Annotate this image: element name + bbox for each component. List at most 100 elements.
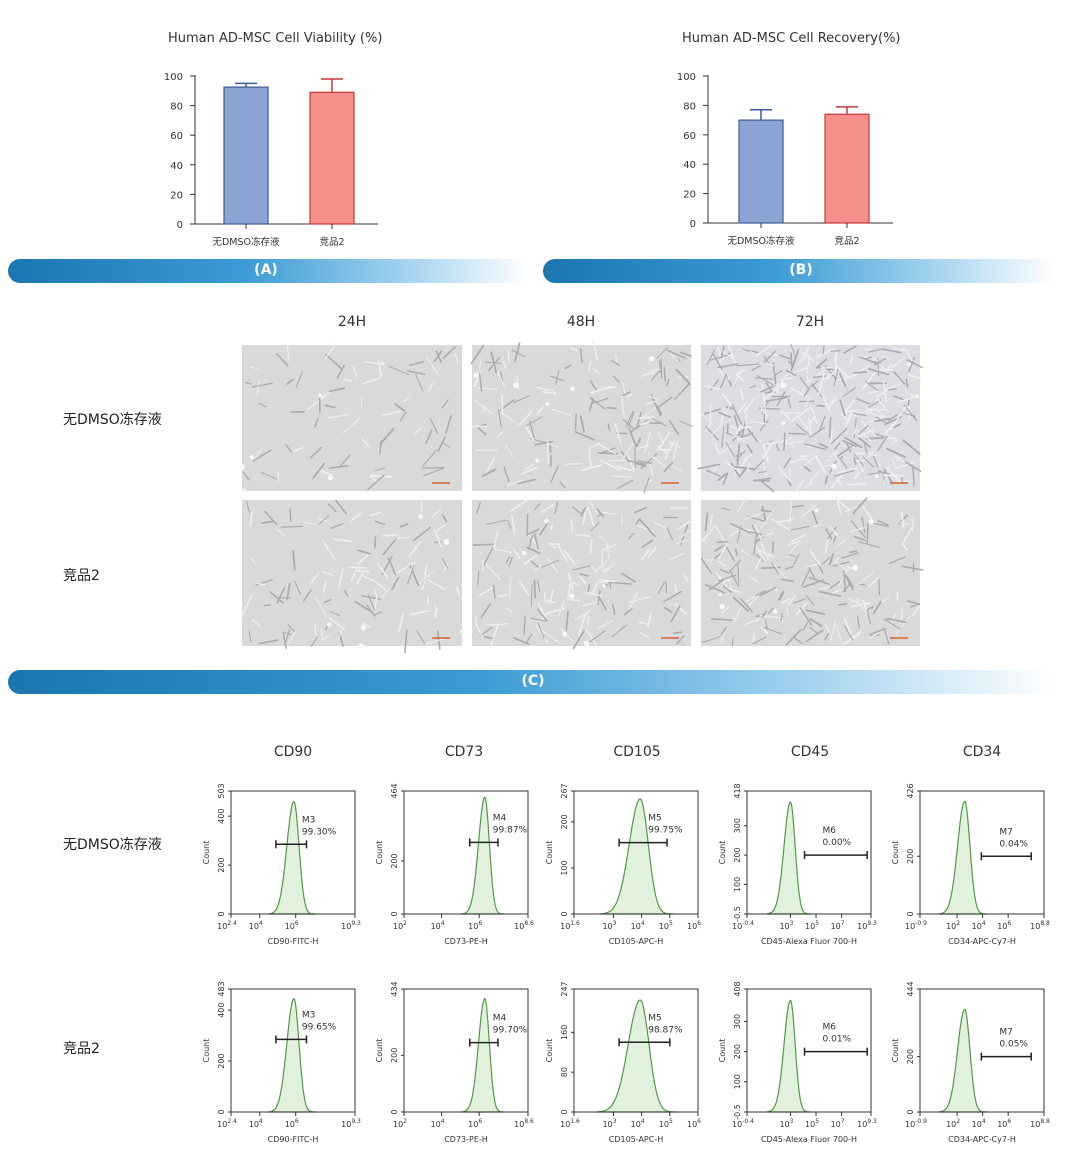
micrograph-无DMSO冻存液-72H [697, 343, 923, 493]
cell [725, 406, 734, 410]
cell [361, 438, 370, 448]
cell [549, 523, 554, 531]
cell [574, 610, 591, 621]
cell [663, 590, 683, 603]
cell [811, 383, 823, 398]
cell [884, 383, 902, 391]
cell [763, 397, 768, 420]
round-cell [874, 474, 879, 479]
cell [517, 478, 536, 485]
cell [905, 378, 909, 388]
cell [606, 406, 617, 410]
cell [827, 526, 837, 540]
cell [304, 522, 316, 525]
cell [770, 518, 791, 532]
cell [416, 630, 426, 645]
cell [406, 370, 426, 376]
cell [862, 599, 868, 611]
cell [441, 514, 448, 523]
cell [319, 391, 331, 399]
cell [749, 385, 757, 389]
micrograph-竞品2-24H [241, 499, 464, 654]
cell [425, 429, 433, 444]
cell [912, 465, 915, 487]
cell [763, 350, 777, 363]
cell [356, 572, 364, 585]
cell [722, 585, 733, 594]
round-cell [327, 474, 334, 481]
cell [804, 443, 827, 451]
cell [475, 622, 484, 641]
chart-title: Human AD-MSC Cell Recovery(%) [682, 31, 901, 46]
cell [356, 555, 368, 565]
cell [330, 522, 344, 529]
x-tick-label: 104 [631, 1118, 645, 1129]
y-tick-label: 100 [164, 72, 183, 83]
cell [793, 598, 806, 604]
x-tick-label: 106 [285, 920, 299, 931]
cell [477, 358, 482, 375]
plot-frame [919, 988, 1045, 1113]
cell [607, 423, 611, 432]
x-tick-label: 104 [972, 920, 986, 931]
cell [743, 454, 753, 461]
cell [729, 530, 739, 538]
cell [479, 626, 493, 637]
cell [724, 544, 735, 561]
cell [600, 460, 622, 472]
cell [796, 602, 808, 615]
cell [874, 417, 891, 423]
cell [830, 427, 848, 445]
x-axis-label: CD73-PE-H [444, 1135, 488, 1144]
cell [546, 441, 549, 464]
y-tick-label: 464 [390, 783, 399, 798]
cell [608, 581, 632, 585]
cell [794, 637, 803, 645]
cell [849, 550, 858, 553]
cell [328, 465, 349, 469]
cell [480, 603, 492, 619]
histogram-CD105-row-1: M5 99.75% 0 100 200 267 Count 101.6 103 104 105 106… [545, 783, 701, 946]
cell [870, 522, 889, 528]
cell [746, 444, 753, 454]
cell [881, 596, 890, 603]
cell [790, 352, 793, 367]
gate-name: M6 [823, 826, 837, 836]
cell [805, 609, 826, 615]
cell [853, 535, 866, 542]
cell [760, 509, 773, 513]
cell [829, 581, 841, 589]
cell [753, 534, 758, 556]
histogram-CD34-row-2: M7 0.05% 0 200 444 Count 10-0.9 102 104 106 108.8 C… [891, 981, 1050, 1144]
cell [755, 344, 772, 357]
cell [246, 500, 250, 513]
cell [489, 547, 513, 553]
cell [530, 560, 539, 568]
y-tick-label: 0 [217, 911, 226, 916]
cell [572, 630, 585, 650]
y-tick-label: 444 [906, 981, 915, 996]
cell [483, 546, 494, 566]
gate-percent: 0.01% [823, 1035, 852, 1045]
cell [786, 540, 801, 547]
cell [709, 354, 729, 361]
cell [843, 345, 857, 354]
cell [824, 475, 829, 484]
cell [746, 462, 751, 472]
cell [490, 624, 499, 647]
cell [780, 578, 795, 583]
banner-b: (B) [543, 259, 1055, 283]
cell [785, 628, 802, 646]
x-tick-label: 109.3 [857, 920, 877, 931]
cell [717, 560, 727, 567]
cell [651, 418, 667, 427]
cell [860, 420, 877, 437]
cell [808, 576, 830, 585]
cell [721, 507, 730, 511]
round-cell [583, 640, 590, 647]
cell [849, 354, 854, 365]
cell [814, 454, 826, 473]
cell [572, 565, 592, 571]
cell [486, 519, 507, 525]
